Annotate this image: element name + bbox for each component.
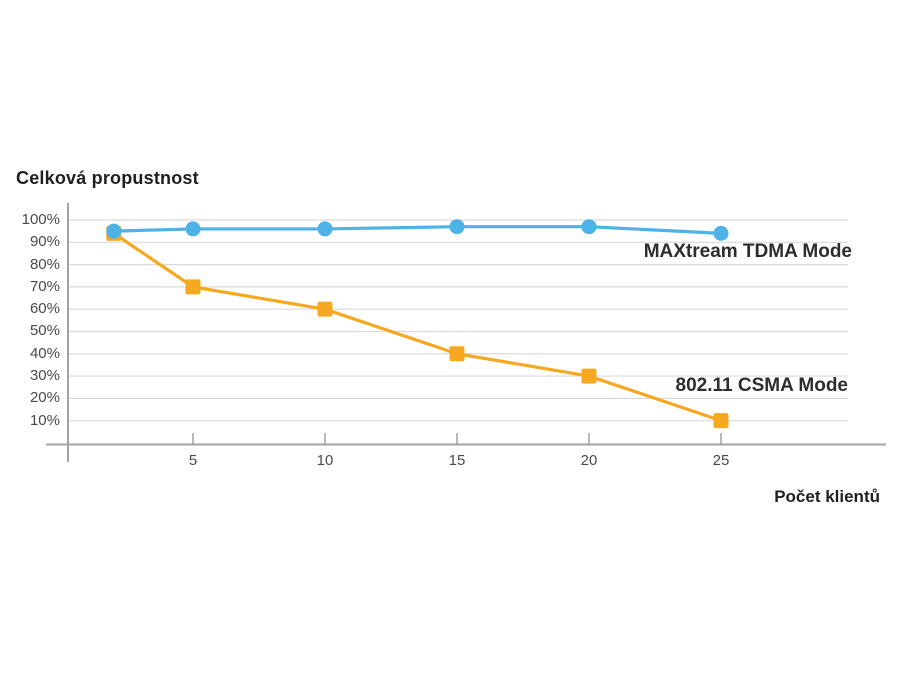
y-tick-label: 60% bbox=[29, 300, 60, 318]
y-tick-label: 30% bbox=[29, 367, 60, 385]
data-point-tdma bbox=[317, 221, 333, 237]
data-point-tdma bbox=[449, 219, 465, 235]
data-point-csma bbox=[317, 301, 333, 317]
data-point-tdma bbox=[106, 223, 122, 239]
y-tick-label: 40% bbox=[29, 344, 60, 362]
chart-title: Celková propustnost bbox=[16, 168, 199, 188]
series-label-80211-csma: 802.11 CSMA Mode bbox=[675, 375, 848, 396]
series-line-csma bbox=[112, 231, 723, 423]
data-point-csma bbox=[449, 346, 465, 362]
x-tick-label: 15 bbox=[448, 452, 466, 469]
x-tick-label: 20 bbox=[580, 452, 598, 469]
data-point-tdma bbox=[581, 219, 597, 235]
data-point-csma bbox=[581, 368, 597, 384]
series-label-maxtream-tdma: MAXtream TDMA Mode bbox=[643, 241, 852, 262]
data-point-csma bbox=[713, 413, 729, 429]
y-tick-label: 80% bbox=[29, 255, 60, 273]
y-tick-label: 100% bbox=[21, 211, 60, 228]
y-tick-label: 70% bbox=[29, 277, 60, 295]
y-tick-label: 90% bbox=[29, 233, 60, 251]
data-point-tdma bbox=[185, 221, 201, 237]
x-tick-label: 5 bbox=[188, 452, 198, 469]
series-line-tdma bbox=[112, 225, 723, 235]
data-point-tdma bbox=[713, 225, 729, 241]
data-point-csma bbox=[185, 279, 201, 295]
y-tick-label: 50% bbox=[29, 322, 60, 340]
x-tick-label: 25 bbox=[712, 452, 730, 469]
y-tick-label: 10% bbox=[29, 411, 60, 429]
x-axis-title: Počet klientů bbox=[774, 487, 880, 506]
x-tick-label: 10 bbox=[316, 452, 334, 469]
y-tick-label: 20% bbox=[29, 389, 60, 407]
